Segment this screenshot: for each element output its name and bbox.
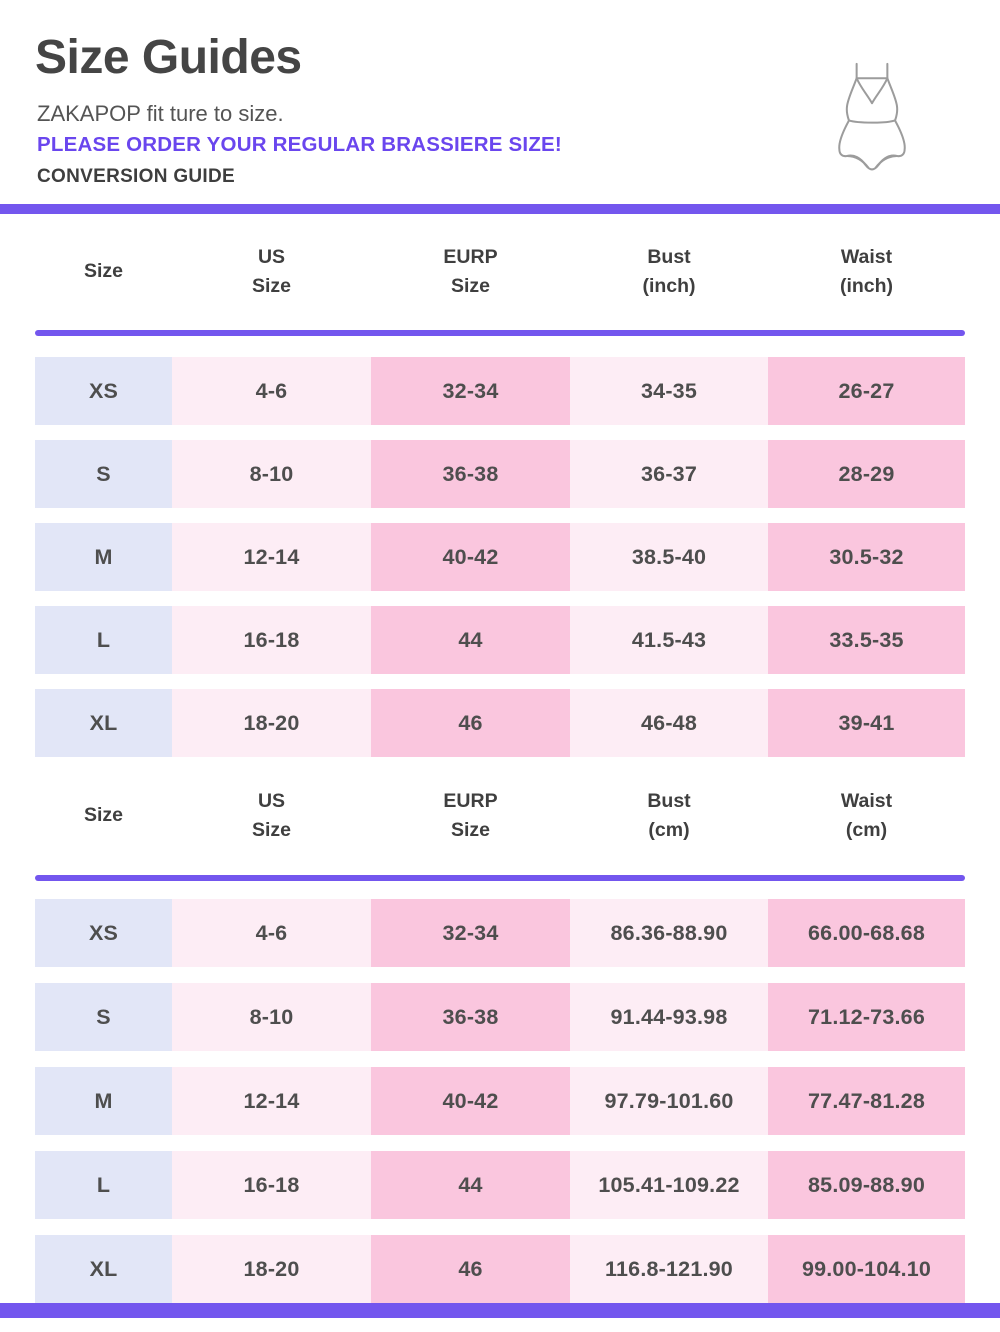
conversion-guide-label: CONVERSION GUIDE: [37, 166, 235, 187]
value-cell: 36-37: [570, 440, 768, 508]
order-notice: PLEASE ORDER YOUR REGULAR BRASSIERE SIZE…: [37, 133, 562, 156]
value-cell: 30.5-32: [768, 523, 965, 591]
divider-bottom: [0, 1303, 1000, 1318]
value-cell: 28-29: [768, 440, 965, 508]
value-cell: 18-20: [172, 689, 371, 757]
table-row-s: S 8-10 36-38 36-37 28-29: [35, 440, 965, 508]
value-cell: 99.00-104.10: [768, 1235, 965, 1303]
table-row-l: L 16-18 44 105.41-109.22 85.09-88.90: [35, 1151, 965, 1219]
page-title: Size Guides: [35, 31, 302, 84]
value-cell: 116.8-121.90: [570, 1235, 768, 1303]
value-cell: 18-20: [172, 1235, 371, 1303]
value-cell: 97.79-101.60: [570, 1067, 768, 1135]
size-table-cm: Size US Size EURP Size Bust (cm) Waist (cm) XS 4-…: [35, 757, 965, 1303]
value-cell: 46: [371, 1235, 570, 1303]
value-cell: 4-6: [172, 899, 371, 967]
value-cell: 85.09-88.90: [768, 1151, 965, 1219]
table-header-row: Size US Size EURP Size Bust (inch) Waist (inch): [35, 214, 965, 330]
value-cell: 86.36-88.90: [570, 899, 768, 967]
table-row-xl: XL 18-20 46 46-48 39-41: [35, 689, 965, 757]
value-cell: 91.44-93.98: [570, 983, 768, 1051]
value-cell: 71.12-73.66: [768, 983, 965, 1051]
size-label-cell: L: [35, 1151, 172, 1219]
value-cell: 33.5-35: [768, 606, 965, 674]
table-row-xs: XS 4-6 32-34 34-35 26-27: [35, 357, 965, 425]
value-cell: 16-18: [172, 1151, 371, 1219]
size-label-cell: S: [35, 440, 172, 508]
swimsuit-icon: [838, 62, 906, 171]
column-header-bust-inch: Bust (inch): [642, 245, 696, 297]
value-cell: 46: [371, 689, 570, 757]
table-body: XS 4-6 32-34 34-35 26-27 S 8-10 36-38 36-37 28-29…: [35, 336, 965, 757]
size-label-cell: L: [35, 606, 172, 674]
value-cell: 36-38: [371, 983, 570, 1051]
value-cell: 41.5-43: [570, 606, 768, 674]
header-rule: [35, 875, 965, 881]
value-cell: 32-34: [371, 357, 570, 425]
value-cell: 4-6: [172, 357, 371, 425]
size-label-cell: M: [35, 1067, 172, 1135]
value-cell: 66.00-68.68: [768, 899, 965, 967]
table-row-xl: XL 18-20 46 116.8-121.90 99.00-104.10: [35, 1235, 965, 1303]
size-label-cell: S: [35, 983, 172, 1051]
column-header-waist-inch: Waist (inch): [839, 245, 894, 297]
column-header-size: Size: [83, 804, 124, 827]
column-header-bust-cm: Bust (cm): [647, 789, 691, 841]
table-row-m: M 12-14 40-42 97.79-101.60 77.47-81.28: [35, 1067, 965, 1135]
column-header-us-size: US Size: [251, 789, 292, 841]
divider-top: [0, 204, 1000, 214]
column-header-us-size: US Size: [251, 245, 292, 297]
column-header-eurp-size: EURP Size: [443, 245, 498, 297]
size-label-cell: XS: [35, 899, 172, 967]
size-label-cell: XL: [35, 689, 172, 757]
table-row-l: L 16-18 44 41.5-43 33.5-35: [35, 606, 965, 674]
table-header-row: Size US Size EURP Size Bust (cm) Waist (cm): [35, 757, 965, 875]
size-label-cell: M: [35, 523, 172, 591]
value-cell: 16-18: [172, 606, 371, 674]
column-header-waist-cm: Waist (cm): [840, 789, 893, 841]
value-cell: 38.5-40: [570, 523, 768, 591]
value-cell: 40-42: [371, 1067, 570, 1135]
value-cell: 44: [371, 606, 570, 674]
value-cell: 12-14: [172, 1067, 371, 1135]
fit-subtitle: ZAKAPOP fit ture to size.: [37, 101, 284, 126]
size-label-cell: XS: [35, 357, 172, 425]
value-cell: 46-48: [570, 689, 768, 757]
value-cell: 26-27: [768, 357, 965, 425]
value-cell: 36-38: [371, 440, 570, 508]
header: Size Guides ZAKAPOP fit ture to size. PL…: [0, 0, 1000, 204]
column-header-eurp-size: EURP Size: [443, 789, 498, 841]
table-row-xs: XS 4-6 32-34 86.36-88.90 66.00-68.68: [35, 899, 965, 967]
value-cell: 105.41-109.22: [570, 1151, 768, 1219]
value-cell: 77.47-81.28: [768, 1067, 965, 1135]
table-row-m: M 12-14 40-42 38.5-40 30.5-32: [35, 523, 965, 591]
value-cell: 34-35: [570, 357, 768, 425]
table-row-s: S 8-10 36-38 91.44-93.98 71.12-73.66: [35, 983, 965, 1051]
value-cell: 32-34: [371, 899, 570, 967]
value-cell: 44: [371, 1151, 570, 1219]
header-rule: [35, 330, 965, 336]
value-cell: 39-41: [768, 689, 965, 757]
value-cell: 40-42: [371, 523, 570, 591]
value-cell: 12-14: [172, 523, 371, 591]
table-body: XS 4-6 32-34 86.36-88.90 66.00-68.68 S 8-10 36-…: [35, 881, 965, 1303]
column-header-size: Size: [83, 260, 124, 283]
value-cell: 8-10: [172, 440, 371, 508]
size-label-cell: XL: [35, 1235, 172, 1303]
size-table-inch: Size US Size EURP Size Bust (inch) Waist (inch) …: [35, 214, 965, 757]
value-cell: 8-10: [172, 983, 371, 1051]
